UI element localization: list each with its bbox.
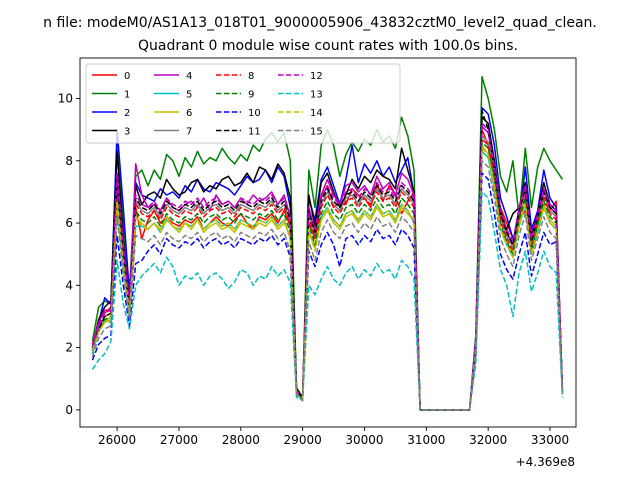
series-line-12 — [91, 122, 564, 411]
legend-label-11: 11 — [248, 127, 261, 138]
x-tick-label: 30000 — [345, 433, 383, 447]
x-tick-label: 29000 — [284, 433, 322, 447]
legend-label-10: 10 — [248, 108, 261, 119]
legend-label-3: 3 — [124, 127, 130, 138]
legend-label-15: 15 — [310, 127, 323, 138]
series-line-2 — [91, 107, 564, 411]
x-tick-label: 32000 — [469, 433, 507, 447]
y-tick-label: 10 — [58, 91, 73, 105]
series-line-11 — [91, 110, 564, 411]
x-tick-label: 27000 — [160, 433, 198, 447]
series-line-6 — [91, 144, 564, 411]
legend-label-0: 0 — [124, 71, 130, 82]
series-line-13 — [91, 191, 564, 411]
legend-label-14: 14 — [310, 108, 323, 119]
series-line-8 — [91, 138, 564, 411]
legend-label-4: 4 — [186, 71, 192, 82]
x-tick-label: 31000 — [407, 433, 445, 447]
x-tick-label: 33000 — [531, 433, 569, 447]
figure-suptitle: n file: modeM0/AS1A13_018T01_9000005906_… — [43, 15, 597, 31]
series-line-4 — [91, 125, 564, 411]
axis-layer: 26000 27000 28000 29000 30000 31000 32000 33000… — [58, 57, 577, 447]
series-line-14 — [91, 147, 564, 411]
series-line-9 — [91, 141, 564, 411]
y-tick-label: 8 — [65, 154, 73, 168]
y-tick-label: 0 — [65, 403, 73, 417]
legend-box — [85, 63, 401, 144]
series-line-10 — [91, 172, 564, 411]
chart-title: Quadrant 0 module wise count rates with … — [138, 38, 518, 54]
legend-label-12: 12 — [310, 71, 323, 82]
legend-label-9: 9 — [248, 90, 254, 101]
x-offset-label: +4.369e8 — [516, 455, 575, 469]
x-tick-label: 28000 — [222, 433, 260, 447]
series-line-15 — [91, 160, 564, 411]
legend-label-13: 13 — [310, 90, 323, 101]
plot-frame — [79, 57, 577, 428]
y-tick-label: 2 — [65, 341, 73, 355]
legend-label-6: 6 — [186, 108, 192, 119]
series-line-0 — [91, 128, 564, 411]
series-line-7 — [91, 135, 564, 411]
legend-label-1: 1 — [124, 90, 130, 101]
legend-label-2: 2 — [124, 108, 130, 119]
x-tick-label: 26000 — [98, 433, 136, 447]
series-layer — [91, 75, 564, 411]
legend-label-7: 7 — [186, 127, 192, 138]
legend-label-8: 8 — [248, 71, 254, 82]
y-tick-label: 4 — [65, 278, 73, 292]
legend-label-5: 5 — [186, 90, 192, 101]
y-tick-label: 6 — [65, 216, 73, 230]
